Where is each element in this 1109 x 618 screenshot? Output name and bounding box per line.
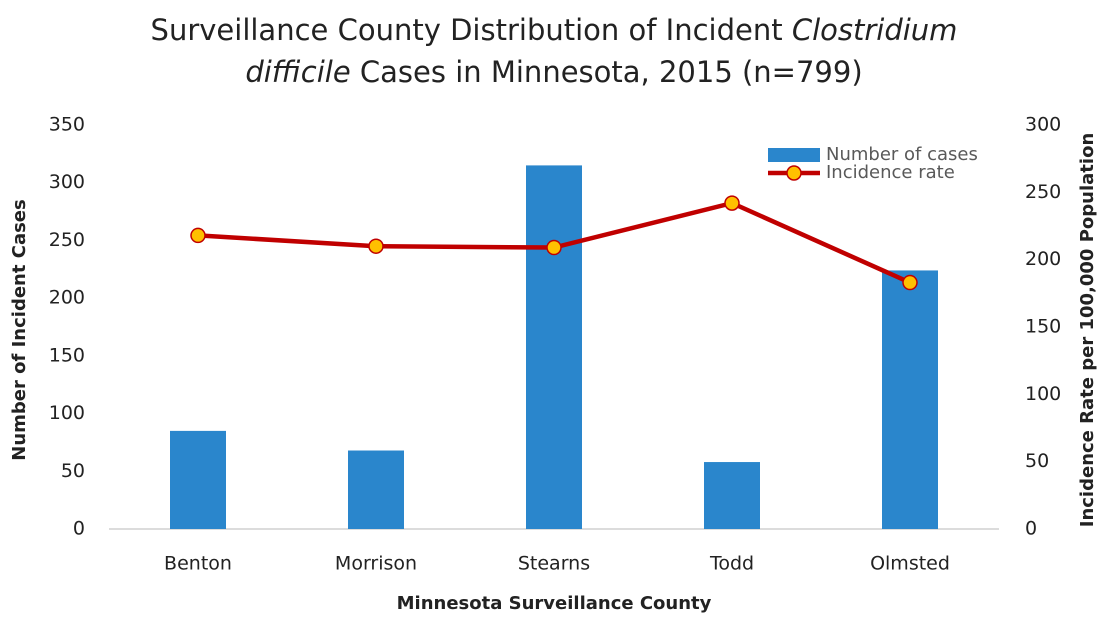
y2-tick-label: 50: [1025, 450, 1049, 472]
legend-label: Number of cases: [826, 144, 978, 165]
legend-swatch: [768, 148, 820, 162]
bar: [704, 462, 760, 529]
y-tick-label: 50: [61, 460, 85, 482]
bar: [170, 430, 226, 529]
y-tick-label: 150: [49, 344, 85, 366]
legend-label: Incidence rate: [826, 162, 955, 183]
title-part: difficile: [245, 55, 350, 89]
x-tick-label: Stearns: [518, 553, 590, 575]
title-part: Clostridium: [792, 13, 958, 47]
x-tick-label: Morrison: [335, 553, 417, 575]
marker: [368, 238, 384, 254]
y2-axis-title: Incidence Rate per 100,000 Population: [1077, 133, 1098, 528]
bar: [348, 450, 404, 529]
marker: [546, 239, 562, 256]
y2-tick-label: 100: [1025, 383, 1061, 405]
y2-tick-label: 150: [1025, 316, 1061, 338]
y-tick-label: 300: [49, 171, 85, 193]
marker: [724, 195, 740, 211]
chart-title: difficile Cases in Minnesota, 2015 (n=79…: [245, 55, 862, 89]
y2-tick-label: 0: [1025, 518, 1037, 540]
title-part: Cases in Minnesota, 2015 (n=799): [351, 55, 863, 89]
x-tick-label: Todd: [709, 553, 754, 575]
y2-tick-label: 300: [1025, 114, 1061, 136]
y2-tick-label: 200: [1025, 248, 1061, 270]
bar: [526, 165, 582, 529]
x-tick-label: Benton: [164, 553, 232, 575]
y-tick-label: 0: [73, 518, 85, 540]
legend-marker: [786, 165, 802, 181]
y-tick-label: 250: [49, 229, 85, 251]
chart-title: Surveillance County Distribution of Inci…: [151, 13, 958, 47]
y-tick-label: 100: [49, 402, 85, 424]
x-axis-title: Minnesota Surveillance County: [397, 593, 712, 614]
marker: [902, 274, 918, 291]
bar: [882, 270, 938, 529]
y-tick-label: 350: [49, 114, 85, 136]
y-tick-label: 200: [49, 287, 85, 309]
marker: [190, 227, 206, 244]
x-tick-label: Olmsted: [870, 553, 950, 575]
title-part: Surveillance County Distribution of Inci…: [151, 13, 792, 47]
y2-tick-label: 250: [1025, 181, 1061, 203]
y-axis-title: Number of Incident Cases: [9, 199, 30, 460]
